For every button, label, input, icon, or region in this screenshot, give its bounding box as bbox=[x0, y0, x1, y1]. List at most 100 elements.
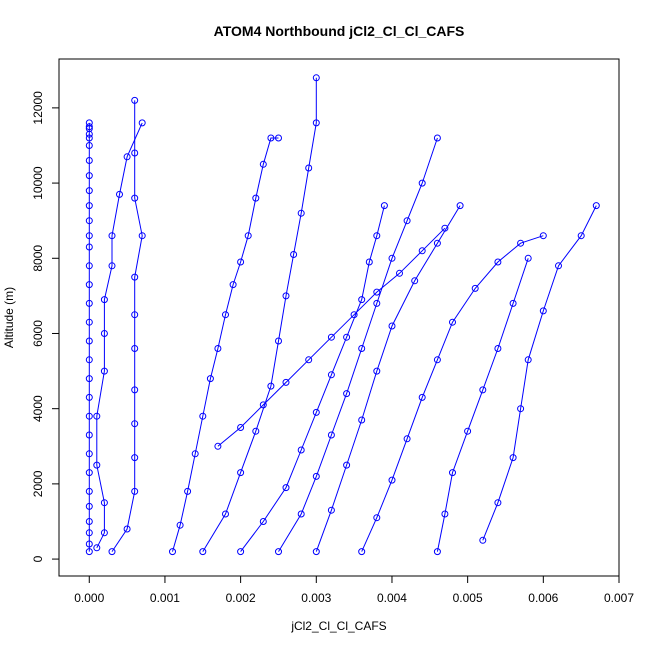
data-point bbox=[214, 442, 222, 450]
data-point bbox=[388, 476, 396, 484]
data-point bbox=[433, 356, 441, 364]
data-point bbox=[206, 375, 214, 383]
data-point bbox=[509, 454, 517, 462]
data-point bbox=[259, 401, 267, 409]
series-line bbox=[96, 122, 143, 549]
data-point bbox=[418, 179, 426, 187]
data-point bbox=[93, 461, 101, 469]
series-9 bbox=[433, 254, 532, 556]
data-point bbox=[297, 510, 305, 518]
series-2 bbox=[108, 96, 146, 556]
data-point bbox=[237, 469, 245, 477]
data-point bbox=[509, 299, 517, 307]
x-tick-label: 0.007 bbox=[604, 591, 634, 605]
series-line bbox=[361, 235, 544, 552]
data-point bbox=[252, 194, 260, 202]
data-point bbox=[199, 548, 207, 556]
data-point bbox=[169, 548, 176, 556]
data-point bbox=[85, 142, 93, 149]
y-tick-label: 6000 bbox=[31, 320, 45, 347]
data-point bbox=[312, 74, 320, 82]
data-point bbox=[85, 337, 93, 345]
series-line bbox=[217, 227, 446, 447]
data-point bbox=[524, 254, 532, 262]
data-point bbox=[343, 461, 351, 469]
series-7 bbox=[312, 202, 464, 556]
data-point bbox=[85, 187, 93, 195]
x-tick-label: 0.000 bbox=[74, 591, 104, 605]
data-point bbox=[123, 153, 131, 161]
data-point bbox=[85, 502, 93, 510]
data-point bbox=[403, 217, 411, 225]
data-point bbox=[85, 469, 93, 477]
data-point bbox=[327, 431, 335, 439]
data-point bbox=[199, 412, 207, 420]
series-3 bbox=[169, 134, 282, 556]
data-point bbox=[116, 190, 123, 198]
data-point bbox=[259, 160, 267, 168]
data-point bbox=[85, 518, 93, 525]
data-point bbox=[85, 134, 93, 142]
data-point bbox=[100, 330, 108, 337]
series-0 bbox=[85, 119, 93, 556]
x-axis-label: jCl2_Cl_Cl_CAFS bbox=[290, 619, 386, 633]
data-point bbox=[592, 202, 600, 210]
data-point bbox=[176, 521, 184, 529]
data-point bbox=[358, 296, 366, 304]
data-point bbox=[131, 96, 139, 104]
data-point bbox=[131, 487, 139, 495]
data-point bbox=[85, 393, 93, 401]
series-line bbox=[202, 77, 317, 552]
data-point bbox=[343, 390, 351, 398]
series-10 bbox=[479, 202, 600, 544]
data-point bbox=[267, 382, 275, 390]
x-tick-label: 0.002 bbox=[226, 591, 256, 605]
data-point bbox=[85, 243, 93, 251]
data-point bbox=[85, 412, 93, 420]
data-point bbox=[305, 164, 313, 172]
data-point bbox=[290, 251, 298, 258]
x-tick-label: 0.003 bbox=[301, 591, 331, 605]
data-point bbox=[282, 378, 290, 386]
data-point bbox=[108, 548, 116, 556]
data-point bbox=[312, 119, 320, 127]
data-point bbox=[418, 393, 426, 401]
data-point bbox=[327, 333, 335, 341]
data-point bbox=[449, 469, 456, 477]
series-5 bbox=[237, 202, 388, 556]
y-tick-label: 0 bbox=[31, 555, 45, 562]
series-6 bbox=[275, 134, 441, 556]
data-point bbox=[494, 345, 502, 352]
data-point bbox=[259, 518, 267, 525]
data-point bbox=[358, 548, 366, 556]
data-point bbox=[441, 224, 449, 232]
data-point bbox=[237, 548, 245, 556]
data-point bbox=[275, 337, 282, 345]
data-point bbox=[282, 292, 290, 300]
data-point bbox=[85, 540, 93, 548]
series-line bbox=[315, 205, 461, 552]
data-point bbox=[131, 311, 139, 319]
data-point bbox=[577, 232, 585, 240]
data-point bbox=[93, 544, 101, 552]
data-point bbox=[479, 536, 487, 544]
data-point bbox=[131, 386, 139, 394]
data-point bbox=[85, 548, 93, 556]
data-point bbox=[85, 450, 93, 458]
data-point bbox=[327, 371, 335, 379]
data-point bbox=[85, 202, 93, 210]
data-point bbox=[85, 217, 93, 225]
data-point bbox=[539, 307, 547, 315]
data-point bbox=[85, 431, 93, 439]
data-point bbox=[365, 258, 373, 266]
data-point bbox=[441, 510, 449, 518]
data-point bbox=[539, 232, 547, 240]
chart-title: ATOM4 Northbound jCl2_Cl_Cl_CAFS bbox=[214, 23, 465, 39]
series-4 bbox=[199, 74, 320, 556]
series-line bbox=[240, 205, 385, 552]
data-point bbox=[456, 202, 464, 210]
series-line bbox=[111, 100, 143, 552]
data-point bbox=[229, 281, 237, 289]
data-point bbox=[222, 311, 229, 319]
